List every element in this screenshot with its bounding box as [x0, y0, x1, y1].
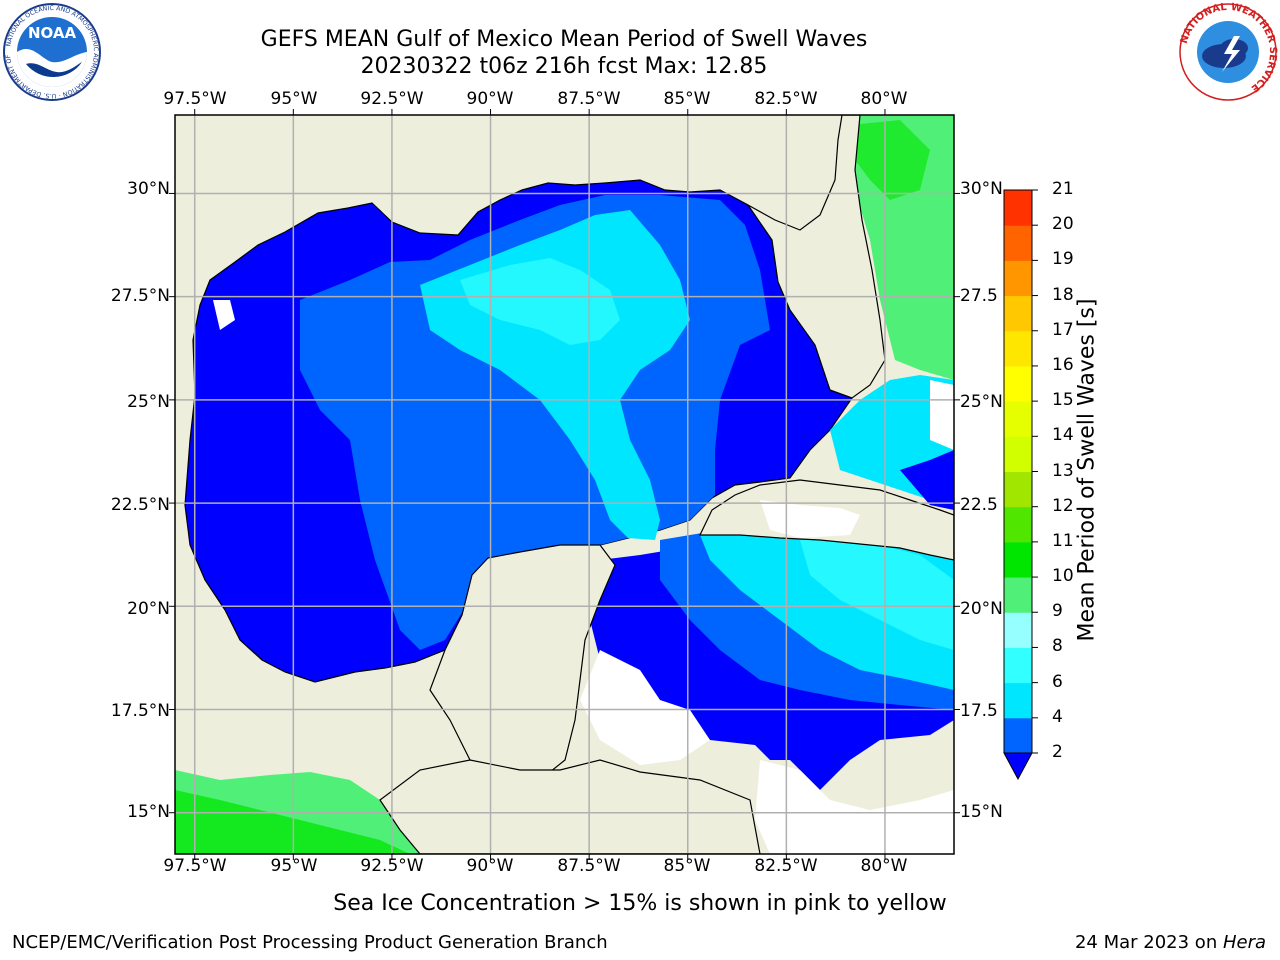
lat-label-right: 22.5 [960, 495, 998, 515]
noaa-logo: NATIONAL OCEANIC AND ATMOSPHERIC ADMINIS… [0, 0, 102, 102]
lon-label-bottom: 92.5°W [360, 856, 424, 876]
footer-credit: NCEP/EMC/Verification Post Processing Pr… [12, 932, 608, 953]
footer-host: Hera [1222, 932, 1266, 953]
sea-ice-note: Sea Ice Concentration > 15% is shown in … [333, 891, 947, 916]
colorbar-tick-label: 16 [1052, 354, 1074, 375]
lon-label-top: 80°W [860, 89, 908, 109]
lat-label-right: 17.5 [960, 701, 998, 721]
caribbean-pale-patch [800, 540, 954, 650]
colorbar-tick-label: 2 [1052, 742, 1063, 762]
colorbar [998, 185, 1038, 785]
colorbar-tick-label: 20 [1052, 214, 1074, 235]
colorbar-tick-label: 12 [1052, 495, 1074, 516]
colorbar-segment [1004, 577, 1032, 613]
colorbar-tick-label: 10 [1052, 566, 1074, 587]
lon-label-bottom: 95°W [270, 856, 318, 876]
colorbar-segment [1004, 330, 1032, 367]
lon-label-top: 87.5°W [557, 89, 621, 109]
lon-label-top: 92.5°W [360, 89, 424, 109]
lat-label-left: 27.5°N [110, 286, 170, 306]
noaa-logo-text: NOAA [28, 24, 77, 42]
colorbar-segment [1004, 436, 1032, 472]
colorbar-segment [1004, 682, 1032, 719]
colorbar-tick-label: 8 [1052, 636, 1063, 657]
atlantic-green-patch [850, 120, 930, 200]
lat-label-left: 30°N [127, 179, 170, 199]
colorbar-segment [1004, 401, 1032, 437]
colorbar-label: Mean Period of Swell Waves [s] [1074, 298, 1100, 642]
colorbar-segment [1004, 471, 1032, 508]
colorbar-segment [1004, 225, 1032, 261]
colorbar-tick-label: 11 [1052, 530, 1074, 551]
lat-label-left: 20°N [127, 599, 170, 619]
colorbar-segment [1004, 365, 1032, 402]
lat-label-right: 25°N [960, 392, 1003, 412]
colorbar-tick-label: 13 [1052, 460, 1074, 481]
colorbar-segment [1004, 295, 1032, 332]
lon-label-bottom: 85°W [663, 856, 711, 876]
lat-label-right: 20°N [960, 599, 1003, 619]
gulf-pale-patch [460, 258, 620, 345]
colorbar-tick-label: 15 [1052, 390, 1074, 411]
lon-label-bottom: 90°W [466, 856, 514, 876]
straits-blue-edge [900, 450, 954, 510]
pacific-green-patch [175, 790, 410, 854]
map-subtitle: 20230322 t06z 216h fcst Max: 12.85 [360, 54, 768, 79]
lon-label-bottom: 82.5°W [754, 856, 818, 876]
colorbar-segment [1004, 541, 1032, 578]
lat-label-left: 17.5°N [110, 701, 170, 721]
atlantic-swell-field [842, 115, 954, 380]
lon-label-bottom: 80°W [860, 856, 908, 876]
axis-ticks [169, 109, 960, 860]
map-frame [174, 114, 955, 855]
colorbar-tick-label: 21 [1052, 179, 1074, 199]
lon-label-bottom: 87.5°W [557, 856, 621, 876]
lat-label-right: 27.5 [960, 286, 998, 306]
lon-label-top: 97.5°W [163, 89, 227, 109]
florida-land [747, 115, 886, 399]
lat-label-left: 25°N [127, 392, 170, 412]
lat-label-left: 22.5°N [110, 495, 170, 515]
colorbar-tick-label: 6 [1052, 671, 1063, 692]
map-title: GEFS MEAN Gulf of Mexico Mean Period of … [260, 27, 868, 52]
colorbar-segment [1004, 190, 1032, 226]
colorbar-segment [1004, 647, 1032, 684]
graticule [175, 115, 954, 854]
colorbar-tick-label: 14 [1052, 425, 1074, 446]
central-america-land [379, 759, 761, 854]
colorbar-segment [1004, 612, 1032, 648]
footer-date-text: 24 Mar 2023 on [1074, 932, 1223, 953]
lat-label-right: 30°N [960, 179, 1003, 199]
colorbar-svg [1003, 189, 1038, 781]
nws-logo: NATIONAL WEATHER SERVICE [1178, 2, 1278, 102]
colorbar-segment [1004, 506, 1032, 543]
footer-date: 24 Mar 2023 on Hera [1075, 932, 1266, 953]
lat-label-right: 15°N [960, 802, 1003, 822]
colorbar-tick-label: 17 [1052, 319, 1074, 340]
colorbar-segment [1004, 717, 1032, 754]
lon-label-top: 85°W [663, 89, 711, 109]
lat-label-left: 15°N [127, 802, 170, 822]
colorbar-tick-label: 4 [1052, 706, 1063, 727]
colorbar-tick-label: 18 [1052, 284, 1074, 305]
colorbar-segment [1004, 260, 1032, 297]
lon-label-bottom: 97.5°W [163, 856, 227, 876]
colorbar-tick-label: 19 [1052, 249, 1074, 270]
lon-label-top: 82.5°W [754, 89, 818, 109]
colorbar-extend-triangle [1003, 752, 1033, 781]
lon-label-top: 95°W [270, 89, 318, 109]
colorbar-tick-label: 9 [1052, 601, 1063, 622]
lon-label-top: 90°W [466, 89, 514, 109]
